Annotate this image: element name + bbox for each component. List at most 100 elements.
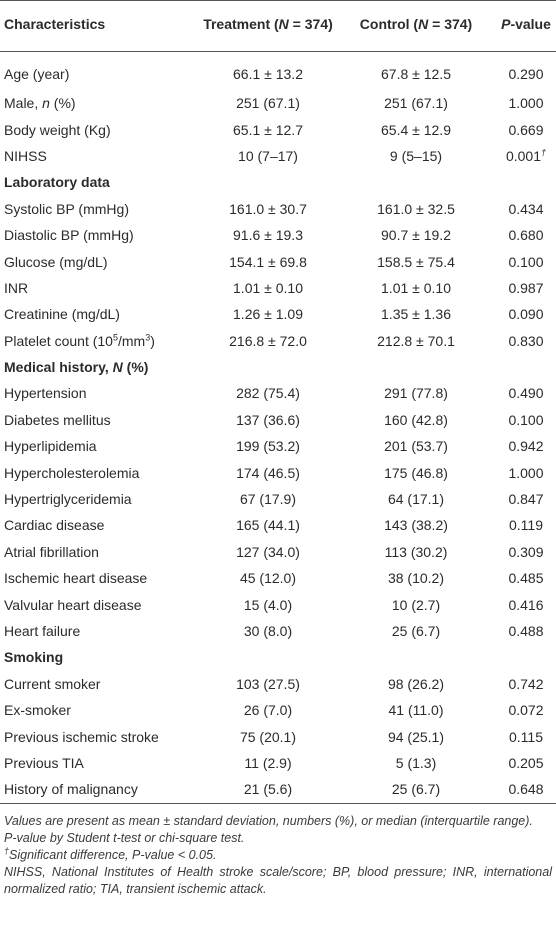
table-cell: 0.072 — [508, 702, 544, 719]
table-cell: 0.416 — [508, 596, 544, 613]
table-cell: Previous TIA — [4, 754, 84, 771]
table-cell: 11 (2.9) — [244, 754, 292, 771]
table-cell: 5 (1.3) — [395, 754, 437, 771]
table-row: Atrial fibrillation 127 (34.0) 113 (30.2) 0… — [0, 539, 556, 565]
table-cell: 0.001† — [496, 143, 556, 169]
table-cell: 38 (10.2) — [387, 570, 445, 587]
table-cell: Ischemic heart disease — [4, 570, 148, 587]
table-row: Hypertension 282 (75.4) 291 (77.8) 0.490 — [0, 380, 556, 406]
table-cell: 0.987 — [508, 279, 544, 296]
table-cell: 103 (27.5) — [236, 675, 300, 692]
table-cell: Creatinine (mg/dL) — [4, 306, 120, 323]
table-cell: Cardiac disease — [4, 517, 105, 534]
table-cell: 143 (38.2) — [384, 517, 448, 534]
table-row: History of malignancy 21 (5.6) 25 (6.7) 0.6… — [0, 776, 556, 803]
table-cell: 174 (46.5) — [236, 464, 300, 481]
table-cell: 65.1 ± 12.7 — [233, 121, 303, 138]
data-table: Characteristics Treatment (N = 374) Contro… — [0, 0, 556, 804]
text-segment: Characteristics — [4, 16, 106, 32]
table-header: Characteristics Treatment (N = 374) Contro… — [0, 0, 556, 52]
table-cell: 291 (77.8) — [384, 385, 448, 402]
table-row: Diastolic BP (mmHg) 91.6 ± 19.3 90.7 ± 19.… — [0, 222, 556, 248]
text-segment: (%) — [122, 359, 149, 376]
table-row: Hyperlipidemia 199 (53.2) 201 (53.7) 0.942 — [0, 433, 556, 459]
text-segment: Significant difference, P-value < 0.05. — [9, 847, 217, 862]
table-cell: 15 (4.0) — [243, 596, 293, 613]
table-cell: Age (year) — [4, 66, 70, 82]
table-row: Current smoker 103 (27.5) 98 (26.2) 0.742 — [0, 671, 556, 697]
table-body: Age (year) 66.1 ± 13.2 67.8 ± 12.5 0.290 Mal… — [0, 52, 556, 804]
footnotes: Values are present as mean ± standard de… — [0, 804, 556, 898]
section-cell: Medical history, N (%) — [0, 354, 556, 380]
text-segment: N — [278, 16, 289, 32]
table-cell: Hypertriglyceridemia — [4, 491, 132, 508]
table-cell: 161.0 ± 32.5 — [377, 200, 455, 217]
text-segment: Laboratory data — [4, 174, 110, 191]
table-cell: Valvular heart disease — [4, 596, 142, 613]
table-row: Glucose (mg/dL) 154.1 ± 69.8 158.5 ± 75.4 0… — [0, 248, 556, 274]
table-row: Diabetes mellitus 137 (36.6) 160 (42.8) 0.1… — [0, 407, 556, 433]
table-cell: 251 (67.1) — [236, 95, 300, 112]
footnote: Values are present as mean ± standard de… — [4, 813, 552, 830]
table-cell: 10 (7–17) — [238, 147, 298, 164]
table-cell: 154.1 ± 69.8 — [229, 253, 307, 270]
table-cell: 0.090 — [508, 306, 544, 323]
table-cell: 1.000 — [508, 464, 544, 481]
table-cell: 251 (67.1) — [384, 95, 448, 112]
text-segment: N — [112, 359, 123, 376]
table-cell: Platelet count (105/mm3) — [0, 328, 200, 354]
text-segment: NIHSS, National Institutes of Health str… — [4, 864, 552, 896]
table-cell: 67 (17.9) — [239, 491, 297, 508]
table-cell: NIHSS — [4, 147, 47, 164]
text-segment: P — [501, 16, 511, 32]
table-cell: Diabetes mellitus — [4, 411, 111, 428]
table-cell: 0.205 — [508, 754, 544, 771]
footnote: †Significant difference, P-value < 0.05. — [4, 846, 552, 864]
table-cell: 160 (42.8) — [384, 411, 448, 428]
table-row: Body weight (Kg) 65.1 ± 12.7 65.4 ± 12.9 0.… — [0, 116, 556, 142]
table-cell: Glucose (mg/dL) — [4, 253, 108, 270]
table-cell: 1.35 ± 1.36 — [381, 306, 451, 323]
text-segment: P-value by Student t-test or chi-square … — [4, 830, 245, 845]
section-row: Smoking — [0, 644, 556, 670]
table-cell: 25 (6.7) — [391, 623, 441, 639]
table-row: Systolic BP (mmHg) 161.0 ± 30.7 161.0 ± 32… — [0, 196, 556, 222]
table-row: Hypertriglyceridemia 67 (17.9) 64 (17.1) 0.… — [0, 486, 556, 512]
text-segment: = 374) — [288, 16, 333, 32]
table-cell: Systolic BP (mmHg) — [4, 200, 129, 217]
table-cell: 1.26 ± 1.09 — [233, 306, 303, 323]
table-cell: 282 (75.4) — [236, 385, 300, 402]
section-cell: Smoking — [0, 644, 556, 670]
table-cell: Hypertension — [4, 385, 87, 402]
table-cell: 0.290 — [508, 66, 544, 82]
table-cell: 66.1 ± 13.2 — [233, 66, 303, 82]
table-row: Age (year) 66.1 ± 13.2 67.8 ± 12.5 0.290 — [0, 52, 556, 91]
table-row: Ex-smoker 26 (7.0) 41 (11.0) 0.072 — [0, 697, 556, 723]
table-row: Previous ischemic stroke 75 (20.1) 94 (25.… — [0, 723, 556, 749]
table-cell: 41 (11.0) — [388, 702, 444, 719]
table-cell: INR — [4, 279, 29, 296]
header-cell: Treatment (N = 374) — [200, 0, 336, 52]
table-cell: 158.5 ± 75.4 — [377, 253, 455, 270]
text-segment: /mm — [117, 332, 146, 349]
text-segment: 5 — [112, 332, 118, 343]
text-segment: Medical history, — [4, 359, 113, 376]
table-cell: 0.485 — [508, 570, 544, 587]
table-cell: 0.119 — [509, 517, 543, 534]
table-cell: History of malignancy — [4, 781, 138, 798]
table-cell: 216.8 ± 72.0 — [229, 332, 307, 349]
table-cell: 1.01 ± 0.10 — [381, 279, 451, 296]
table-cell: 175 (46.8) — [384, 464, 448, 481]
text-segment: Values are present as mean ± standard de… — [4, 813, 533, 828]
table-row: INR 1.01 ± 0.10 1.01 ± 0.10 0.987 — [0, 275, 556, 301]
text-segment: (%) — [49, 95, 76, 112]
text-segment: Platelet count (10 — [4, 332, 113, 349]
table-cell: Heart failure — [4, 623, 81, 639]
table-row: Valvular heart disease 15 (4.0) 10 (2.7) 0.… — [0, 591, 556, 617]
table-cell: 0.648 — [508, 781, 544, 798]
text-segment: ) — [150, 332, 155, 349]
section-row: Medical history, N (%) — [0, 354, 556, 380]
table-cell: 90.7 ± 19.2 — [381, 227, 451, 244]
table-cell: 0.942 — [508, 438, 544, 455]
